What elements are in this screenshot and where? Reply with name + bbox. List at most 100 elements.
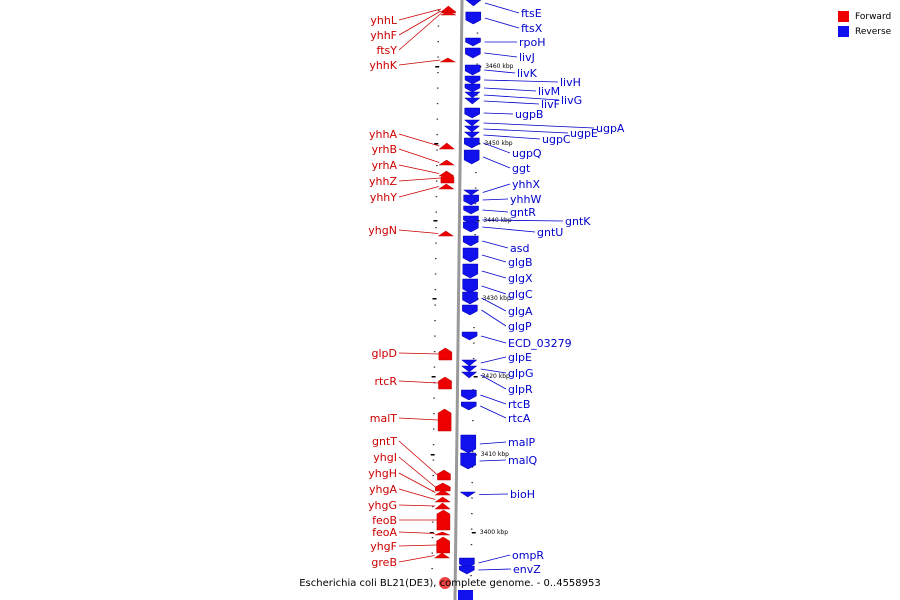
leader-line-reverse [484,69,516,74]
scale-tick-left [434,143,439,145]
gene-forward-yhhZ [440,172,455,184]
gene-label-rtcR: rtcR [374,375,397,388]
minor-tick-left [435,196,438,198]
legend-forward: Forward [838,9,891,24]
leader-line-reverse [483,94,560,101]
leader-line-reverse [481,270,507,279]
gene-reverse-ugpC [463,131,481,139]
gene-forward-ftsY [440,11,456,16]
gene-label-yrhA: yrhA [372,159,398,172]
gene-reverse-glpE [461,359,478,367]
leader-line-forward [398,531,435,534]
genome-caption: Escherichia coli BL21(DE3), complete gen… [299,578,601,589]
gene-reverse-yhhW [463,194,479,206]
gene-label-rtcA: rtcA [508,412,531,425]
leader-line-reverse [484,2,520,14]
gene-label-bioH: bioH [510,488,535,501]
leader-line-forward [398,472,436,493]
gene-reverse-ugpQ [464,137,480,149]
minor-tick-left [431,537,434,539]
leader-line-forward [398,488,436,500]
gene-reverse-malQ [460,452,476,470]
gene-label-gntU: gntU [537,226,563,239]
gene-label-feoA: feoA [372,526,397,539]
gene-label-ftsE: ftsE [521,7,542,20]
leader-line-reverse [480,335,507,344]
leader-line-forward [398,13,442,51]
gene-label-ompR: ompR [512,549,544,562]
leader-line-reverse [480,356,507,364]
gene-reverse-yhhX [462,189,480,196]
gene-reverse-glpR [460,371,478,379]
leader-line-reverse [482,240,509,249]
legend: Forward Reverse [838,9,891,39]
scale-label: 3430 kbp [483,295,511,302]
leader-line-forward [398,186,439,198]
scale-tick-right [471,532,476,534]
minor-tick-right [472,420,474,422]
gene-label-yhgA: yhgA [369,483,397,496]
gene-label-ugpQ: ugpQ [512,147,542,160]
leader-line-reverse [484,52,518,58]
gene-label-glgP: glgP [508,320,532,333]
minor-tick-left [433,351,436,353]
leader-line-forward [398,229,439,234]
gene-label-ftsY: ftsY [377,44,398,57]
minor-tick-right [472,358,475,360]
gene-reverse-ECD_03279 [461,331,478,341]
gene-label-livH: livH [560,76,581,89]
leader-line-forward [398,177,441,182]
minor-tick-left [436,134,438,136]
gene-forward-yhgF [436,536,450,554]
minor-tick-right [470,544,473,546]
minor-tick-right [470,575,472,577]
legend-reverse: Reverse [838,24,891,39]
minor-tick-right [474,187,477,189]
leader-line-reverse [483,134,541,140]
leader-line-forward [398,164,440,174]
leader-line-forward [398,59,441,66]
minor-tick-left [434,304,436,306]
scale-tick-right [473,376,478,378]
gene-reverse-gntR [463,205,479,215]
minor-tick-right [471,482,473,484]
leader-line-reverse [481,297,507,312]
gene-reverse-rpoH [465,37,481,47]
leader-line-reverse [482,209,509,213]
gene-label-gntT: gntT [372,435,397,448]
gene-label-yhgN: yhgN [368,224,397,237]
gene-forward-greB [433,552,451,559]
gene-label-asd: asd [510,242,529,255]
gene-label-ugpA: ugpA [596,122,625,135]
leader-line-reverse [481,309,507,327]
leader-line-reverse [483,87,537,92]
gene-label-yhgH: yhgH [368,467,397,480]
minor-tick-right [476,63,478,65]
gene-forward-yhgN [437,230,455,237]
gene-reverse-livK [464,64,481,76]
gene-label-glgB: glgB [508,256,533,269]
gene-label-gntK: gntK [565,215,591,228]
minor-tick-left [434,258,437,260]
minor-tick-left [437,25,440,27]
gene-label-ggt: ggt [512,162,531,175]
leader-line-forward [398,504,436,507]
gene-label-envZ: envZ [513,563,541,576]
gene-reverse-rtcB [461,389,477,401]
gene-label-livM: livM [538,85,560,98]
gene-label-glpG: glpG [508,367,534,380]
gene-reverse-ftsE [465,0,482,7]
scale-tick-left [435,66,440,68]
minor-tick-left [435,180,438,182]
gene-label-malT: malT [370,412,398,425]
gene-reverse-envZ [459,565,475,575]
minor-tick-left [431,521,434,523]
minor-tick-right [471,451,474,453]
gene-reverse-ugpE [463,125,481,133]
minor-tick-left [436,87,439,89]
gene-label-gntR: gntR [510,206,536,219]
gene-forward-yhgI [435,482,451,492]
gene-label-yhhX: yhhX [512,178,540,191]
gene-label-malQ: malQ [508,454,538,467]
